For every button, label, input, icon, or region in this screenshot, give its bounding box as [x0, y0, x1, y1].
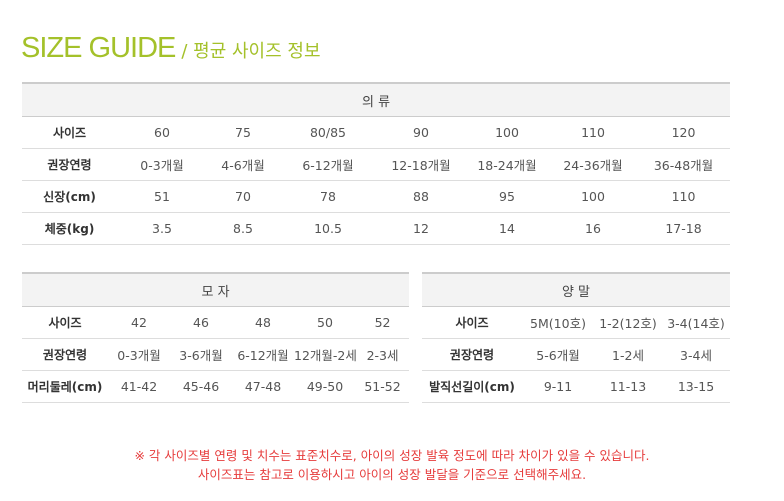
table-cell: 6-12개월: [279, 148, 377, 181]
hat-size-table: 모 자 사이즈 42 46 48 50 52 권장연령 0-3개월 3-6개월 6-12개월 12개…: [22, 272, 410, 403]
table-cell: 3-4세: [662, 338, 730, 371]
table-row: 권장연령 0-3개월 4-6개월 6-12개월 12-18개월 18-24개월 24-36개…: [22, 148, 731, 181]
table-cell: 18-24개월: [465, 148, 549, 181]
row-label: 권장연령: [22, 338, 108, 371]
table-cell: 4-6개월: [207, 148, 279, 181]
table-cell: 17-18: [637, 212, 731, 245]
table-cell: 12개월-2세: [294, 338, 357, 371]
table-cell: 41-42: [108, 370, 170, 403]
table-cell: 1-2세: [594, 338, 662, 371]
table-cell: 95: [465, 180, 549, 213]
row-label: 사이즈: [22, 116, 117, 149]
table-cell: 51: [117, 180, 207, 213]
socks-header: 양 말: [422, 272, 730, 307]
table-row: 머리둘레(cm) 41-42 45-46 47-48 49-50 51-52: [22, 370, 410, 403]
notice-line-1: ※ 각 사이즈별 연령 및 치수는 표준치수로, 아이의 성장 발육 정도에 따…: [134, 448, 650, 463]
table-cell: 2-3세: [356, 338, 410, 371]
table-cell: 52: [356, 306, 410, 339]
table-cell: 48: [232, 306, 294, 339]
table-cell: 90: [377, 116, 465, 149]
socks-size-table: 양 말 사이즈 5M(10호) 1-2(12호) 3-4(14호) 권장연령 5-6개월 1…: [422, 272, 730, 403]
table-cell: 3.5: [117, 212, 207, 245]
table-cell: 10.5: [279, 212, 377, 245]
table-cell: 50: [294, 306, 356, 339]
table-row: 사이즈 60 75 80/85 90 100 110 120: [22, 116, 731, 149]
row-label: 권장연령: [422, 338, 522, 371]
table-cell: 75: [207, 116, 279, 149]
table-cell: 120: [637, 116, 731, 149]
table-cell: 110: [549, 116, 637, 149]
hat-header: 모 자: [22, 272, 410, 307]
table-cell: 0-3개월: [108, 338, 170, 371]
table-cell: 16: [549, 212, 637, 245]
table-row: 신장(cm) 51 70 78 88 95 100 110: [22, 180, 731, 213]
table-cell: 49-50: [294, 370, 356, 403]
row-label: 머리둘레(cm): [22, 370, 108, 403]
table-cell: 12-18개월: [377, 148, 465, 181]
table-row: 사이즈 42 46 48 50 52: [22, 306, 410, 339]
table-row: 체중(kg) 3.5 8.5 10.5 12 14 16 17-18: [22, 212, 731, 245]
table-cell: 80/85: [279, 116, 377, 149]
table-cell: 3-6개월: [170, 338, 232, 371]
table-row: 발직선길이(cm) 9-11 11-13 13-15: [422, 370, 730, 403]
table-cell: 78: [279, 180, 377, 213]
table-cell: 70: [207, 180, 279, 213]
table-cell: 3-4(14호): [662, 306, 730, 339]
table-cell: 46: [170, 306, 232, 339]
table-cell: 45-46: [170, 370, 232, 403]
row-label: 사이즈: [22, 306, 108, 339]
table-cell: 51-52: [356, 370, 410, 403]
table-cell: 14: [465, 212, 549, 245]
table-cell: 88: [377, 180, 465, 213]
table-cell: 1-2(12호): [594, 306, 662, 339]
row-label: 체중(kg): [22, 212, 117, 245]
page-title: SIZE GUIDE / 평균 사이즈 정보: [21, 32, 321, 65]
table-cell: 5M(10호): [522, 306, 594, 339]
table-cell: 100: [465, 116, 549, 149]
table-cell: 5-6개월: [522, 338, 594, 371]
table-cell: 13-15: [662, 370, 730, 403]
table-cell: 24-36개월: [549, 148, 637, 181]
table-row: 권장연령 5-6개월 1-2세 3-4세: [422, 338, 730, 371]
table-row: 사이즈 5M(10호) 1-2(12호) 3-4(14호): [422, 306, 730, 339]
row-label: 사이즈: [422, 306, 522, 339]
table-cell: 12: [377, 212, 465, 245]
table-cell: 6-12개월: [232, 338, 294, 371]
clothing-size-table: 의 류 사이즈 60 75 80/85 90 100 110 120 권장연령 0-3개월 4-6개…: [22, 82, 731, 245]
table-cell: 100: [549, 180, 637, 213]
table-cell: 47-48: [232, 370, 294, 403]
clothing-header: 의 류: [22, 82, 731, 117]
table-cell: 0-3개월: [117, 148, 207, 181]
title-ko: / 평균 사이즈 정보: [181, 41, 321, 62]
table-cell: 110: [637, 180, 731, 213]
table-row: 권장연령 0-3개월 3-6개월 6-12개월 12개월-2세 2-3세: [22, 338, 410, 371]
row-label: 발직선길이(cm): [422, 370, 522, 403]
table-cell: 36-48개월: [637, 148, 731, 181]
row-label: 권장연령: [22, 148, 117, 181]
table-cell: 11-13: [594, 370, 662, 403]
row-label: 신장(cm): [22, 180, 117, 213]
table-cell: 60: [117, 116, 207, 149]
table-cell: 9-11: [522, 370, 594, 403]
notice-line-2: 사이즈표는 참고로 이용하시고 아이의 성장 발달을 기준으로 선택해주세요.: [197, 467, 587, 482]
title-en: SIZE GUIDE: [21, 32, 176, 64]
table-cell: 42: [108, 306, 170, 339]
table-cell: 8.5: [207, 212, 279, 245]
